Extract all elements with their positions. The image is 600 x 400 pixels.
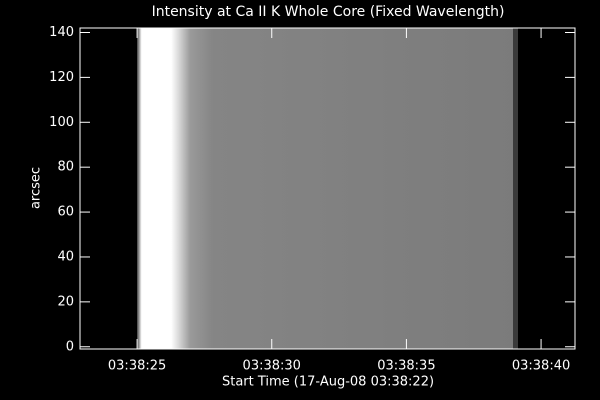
x-tick-label: 03:38:30 [243,359,301,374]
x-tick-label: 03:38:40 [512,359,570,374]
y-tick-label: 80 [57,160,74,175]
y-tick-label: 100 [49,115,74,130]
y-axis-label: arcsec [29,167,44,209]
x-tick-label: 03:38:25 [108,359,166,374]
y-tick-label: 120 [49,70,74,85]
chart-title: Intensity at Ca II K Whole Core (Fixed W… [152,4,505,20]
y-tick-label: 60 [57,205,74,220]
y-tick-label: 20 [57,294,74,309]
y-tick-label: 140 [49,25,74,40]
x-axis-label: Start Time (17-Aug-08 03:38:22) [222,375,434,390]
y-tick-label: 0 [66,339,74,354]
y-tick-label: 40 [57,249,74,264]
image-edge [513,28,518,349]
x-tick-label: 03:38:35 [377,359,435,374]
intensity-image [137,28,517,349]
plot-frame [79,27,576,350]
